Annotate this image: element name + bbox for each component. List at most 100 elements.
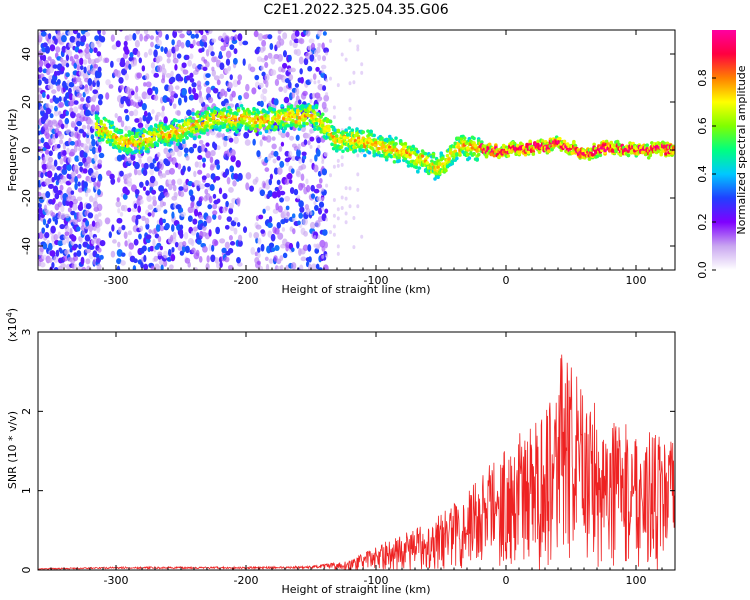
spectrogram-cell <box>309 158 313 163</box>
spectrogram-cell <box>200 30 204 36</box>
spectrogram-cell <box>285 131 290 138</box>
spectrogram-cell <box>197 161 202 169</box>
spectrogram-cell <box>191 108 195 114</box>
spectrogram-cell <box>59 157 64 165</box>
spectrogram-cell <box>47 83 54 90</box>
spectrogram-cell <box>298 158 303 164</box>
spectrogram-cell <box>189 72 194 79</box>
spectrogram-cell <box>205 86 212 94</box>
spectrogram-cell <box>286 172 293 180</box>
spectrogram-cell <box>67 50 73 57</box>
spectrogram-cell <box>157 251 163 257</box>
spectrogram-cell <box>168 183 173 191</box>
spectrogram-cell <box>180 211 187 217</box>
spectrogram-cell <box>212 213 217 220</box>
spectrogram-cell <box>118 77 124 84</box>
x-tick-label: 0 <box>503 274 510 287</box>
spectrogram-cell <box>267 222 273 229</box>
spectrogram-cell <box>145 73 150 80</box>
spectrogram-cell <box>71 235 77 242</box>
spectrogram-cell <box>76 120 82 127</box>
spectrogram-cell <box>171 157 177 165</box>
spectrogram-cell <box>226 177 231 185</box>
spectrogram-cell <box>306 184 311 193</box>
spectrogram-cell <box>145 234 152 240</box>
spectrogram-cell <box>187 206 194 214</box>
spectrogram-cell <box>313 111 317 115</box>
spectrogram-cell <box>40 31 47 37</box>
spectrogram-cell <box>132 33 137 41</box>
spectrogram-cell <box>261 123 266 128</box>
spectrogram-cell <box>128 30 132 31</box>
spectrogram-cell <box>38 191 42 197</box>
spectrogram-cell <box>201 34 208 43</box>
spectrogram-cell <box>57 240 64 247</box>
spectrogram-cell <box>84 52 91 60</box>
spectrogram-cell <box>279 255 284 261</box>
spectrogram-cell <box>315 263 320 270</box>
spectrogram-cell <box>117 241 121 248</box>
y-tick-label: 0 <box>20 147 33 154</box>
spectrogram-cell <box>526 150 531 155</box>
spectrogram-cell <box>336 128 341 133</box>
spectrogram-cell <box>153 49 158 58</box>
spectrogram-cell <box>268 258 274 264</box>
spectrogram-cell <box>135 214 142 220</box>
spectrogram-cell <box>74 155 80 162</box>
spectrogram-cell <box>110 34 115 42</box>
spectrogram-cell <box>136 169 143 176</box>
spectrogram-cell <box>208 117 213 122</box>
spectrogram-cell <box>657 141 662 146</box>
spectrogram-cell <box>264 55 269 61</box>
spectrogram-cell <box>75 40 81 47</box>
spectrogram-cell <box>333 128 337 132</box>
spectrogram-cell <box>302 121 306 126</box>
spectrogram-cell <box>76 92 83 98</box>
spectrogram-cell <box>289 135 295 141</box>
spectrogram-cell <box>203 220 208 227</box>
spectrogram-cell <box>313 164 319 173</box>
spectrogram-cell <box>192 218 198 225</box>
spectrogram-cell <box>186 122 191 126</box>
spectrogram-cell <box>163 142 167 147</box>
spectrogram-cell <box>76 174 82 179</box>
spectrogram-cell <box>56 144 61 149</box>
spectrogram-cell <box>58 101 65 108</box>
spectrogram-cell <box>295 108 300 113</box>
spectrogram-cell <box>94 214 99 222</box>
spectrogram-cell <box>133 258 138 264</box>
spectrogram-cell <box>153 255 159 262</box>
spectrogram-cell <box>206 255 210 263</box>
spectrogram-cell <box>152 199 157 207</box>
spectrogram-cell <box>264 129 269 134</box>
spectrogram-cell <box>277 53 283 62</box>
spectrogram-cell <box>81 34 87 43</box>
spectrogram-cell <box>205 124 210 128</box>
spectrogram-cell <box>112 239 117 244</box>
spectrogram-cell <box>193 92 199 101</box>
spectrogram-cell <box>85 136 90 145</box>
spectrogram-cell <box>331 146 336 151</box>
spectrogram-cell <box>330 142 334 147</box>
spectrogram-cell <box>177 30 183 34</box>
spectrogram-cell <box>123 156 128 163</box>
spectrogram-cell <box>172 57 179 64</box>
spectrogram-cell <box>119 85 124 90</box>
spectrogram-cell <box>237 94 242 101</box>
y-tick-label: 20 <box>20 95 33 109</box>
spectrogram-cell <box>291 91 296 99</box>
spectrogram-cell <box>235 112 239 116</box>
spectrogram-cell <box>83 30 89 33</box>
spectrogram-cell <box>97 173 103 182</box>
spectrogram-cell <box>72 30 79 35</box>
spectrogram-cell <box>214 257 219 264</box>
spectrogram-cell <box>48 150 53 157</box>
spectrogram-cell <box>265 263 270 270</box>
spectrogram-cell <box>177 128 181 133</box>
spectrogram-cell <box>196 110 200 114</box>
spectrogram-cell <box>120 252 126 257</box>
spectrogram-cell <box>216 79 221 86</box>
spectrogram-cell <box>207 96 214 104</box>
spectrogram-cell <box>216 262 221 269</box>
spectrogram-cell <box>156 151 161 158</box>
